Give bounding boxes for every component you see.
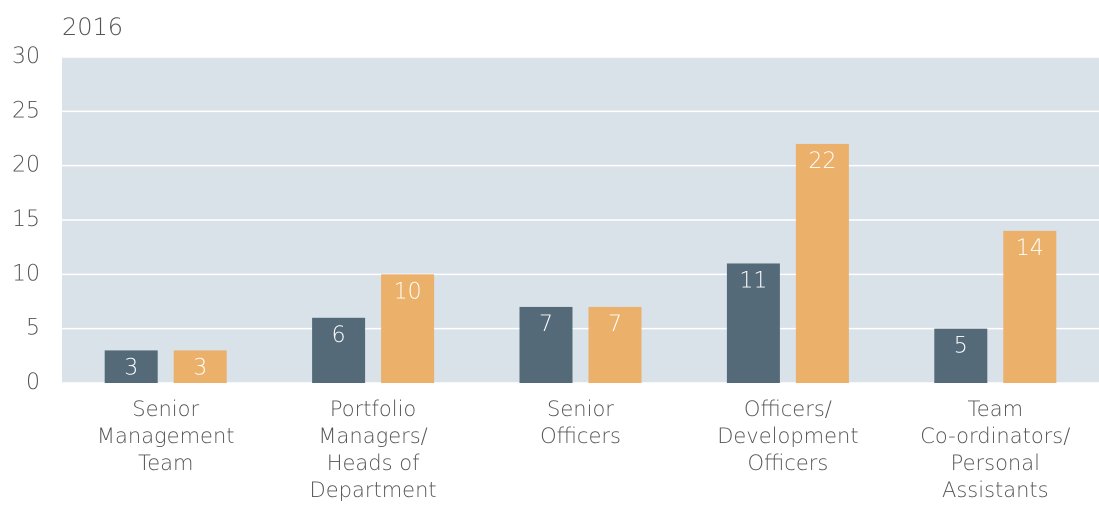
- x-tick-label-line: Team: [138, 451, 194, 475]
- x-tick-label-line: Managers/: [318, 424, 427, 448]
- y-tick-label: 15: [12, 207, 40, 232]
- x-tick-label-line: Department: [310, 478, 437, 502]
- y-tick-label: 25: [12, 98, 40, 123]
- chart-title: 2016: [62, 13, 123, 41]
- data-label: 11: [739, 268, 767, 293]
- x-tick-label: Senior Officers: [540, 397, 621, 448]
- y-tick-label: 20: [12, 153, 40, 178]
- x-tick-label-line: Co-ordinators/: [920, 424, 1070, 448]
- x-tick-label: Senior Management Team: [97, 397, 235, 475]
- x-tick-label-line: Senior: [132, 397, 199, 421]
- data-label: 7: [608, 312, 622, 337]
- x-tick-label-line: Development: [717, 424, 858, 448]
- data-label: 14: [1016, 236, 1044, 261]
- x-tick-label: Portfolio Managers/Heads of Department: [310, 397, 437, 502]
- x-tick-label-line: Personal: [951, 451, 1040, 475]
- x-tick-label-line: Officers: [747, 451, 828, 475]
- x-tick-label-line: Management: [97, 424, 235, 448]
- x-tick-label: Team Co-ordinators/Personal Assistants: [920, 397, 1070, 502]
- data-label: 22: [808, 149, 836, 174]
- bar: [726, 263, 780, 383]
- x-tick-label-line: Officers/: [744, 397, 832, 421]
- x-tick-label: Officers/Development Officers: [717, 397, 858, 475]
- x-tick-label-line: Team: [968, 397, 1024, 421]
- x-tick-label-line: Senior: [547, 397, 614, 421]
- bar: [173, 350, 227, 383]
- data-label: 3: [193, 355, 207, 380]
- bar: [381, 274, 435, 383]
- x-tick-label-line: Heads of: [327, 451, 420, 475]
- bar: [588, 306, 642, 383]
- data-label: 7: [539, 312, 553, 337]
- y-tick-label: 0: [26, 370, 40, 395]
- bar: [1003, 230, 1057, 383]
- bar: [312, 317, 366, 383]
- y-tick-label: 10: [12, 261, 40, 286]
- data-label: 5: [954, 334, 968, 359]
- bar: [104, 350, 158, 383]
- x-tick-label-line: Officers: [540, 424, 621, 448]
- data-label: 6: [332, 323, 346, 348]
- bar: [934, 328, 988, 383]
- y-tick-label: 5: [26, 316, 40, 341]
- data-label: 3: [124, 355, 138, 380]
- x-tick-label-line: Portfolio: [330, 397, 416, 421]
- x-tick-label-line: Assistants: [942, 478, 1049, 502]
- data-label: 10: [394, 279, 422, 304]
- y-tick-label: 30: [12, 44, 40, 69]
- bar: [795, 143, 849, 383]
- bar: [519, 306, 573, 383]
